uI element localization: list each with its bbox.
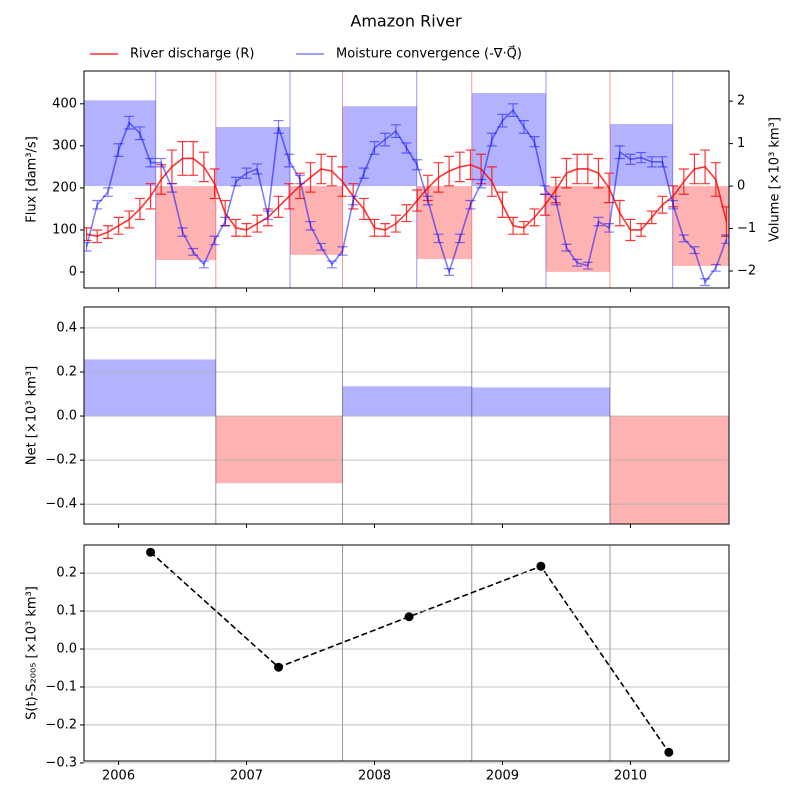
y2-tick-label: 2 (737, 94, 745, 109)
plot-area (146, 547, 674, 757)
net-bar (471, 387, 610, 417)
x-tick-label: 2010 (614, 769, 647, 784)
axes-frame (83, 70, 730, 289)
y-tick-label: −0.2 (45, 717, 77, 732)
y2-tick-label: 0 (737, 179, 745, 194)
y-tick-label: −0.1 (45, 679, 77, 694)
x-tick-label: 2007 (230, 769, 263, 784)
y-tick-label: 0.2 (56, 364, 77, 379)
volume-bar (545, 186, 610, 272)
axes-frame (83, 544, 730, 762)
y-axis-label: Flux [dam³/s] (25, 136, 40, 223)
volume-bar (290, 186, 343, 255)
storage-point (146, 547, 156, 557)
y-tick-label: 0.1 (56, 604, 77, 619)
series-line (85, 108, 728, 284)
y-tick-label: 0.2 (56, 566, 77, 581)
storage-point (404, 612, 414, 622)
plot-area (84, 71, 729, 288)
error-bar (84, 227, 92, 242)
storage-point (664, 747, 674, 757)
series-line (86, 157, 728, 238)
y-axis-label: S(t)-S₂₀₀₅ [×10³ km³] (25, 586, 40, 720)
net-bar (215, 416, 343, 484)
x-tick-label: 2006 (102, 769, 135, 784)
volume-bar (672, 186, 729, 266)
storage-line (150, 551, 670, 753)
storage-point (274, 662, 284, 672)
plot-area (84, 359, 729, 524)
y-tick-label: 0.0 (56, 409, 77, 424)
y-tick-label: 0.4 (56, 320, 77, 335)
y-axis-label: Net [×10³ km³] (25, 366, 40, 465)
y2-tick-label: −1 (737, 221, 756, 236)
legend-label: River discharge (R) (130, 47, 254, 62)
y-tick-label: 100 (52, 222, 77, 237)
y-tick-label: −0.2 (45, 453, 77, 468)
y-tick-label: −0.3 (45, 755, 77, 770)
y-tick-label: 0.0 (56, 642, 77, 657)
y2-tick-label: 1 (737, 136, 745, 151)
net-bar (609, 416, 729, 524)
volume-bar (342, 106, 417, 187)
volume-bar (416, 186, 472, 260)
y2-axis-label: Volume [×10³ km³] (768, 117, 783, 242)
volume-bar (155, 186, 216, 260)
chart-title: Amazon River (350, 12, 462, 31)
net-bar (342, 386, 472, 417)
legend-label: Moisture convergence (-∇·Q⃗) (336, 45, 522, 61)
x-tick-label: 2008 (358, 769, 391, 784)
x-tick-label: 2009 (486, 769, 519, 784)
y-tick-label: 300 (52, 138, 77, 153)
y-tick-label: 400 (52, 96, 77, 111)
y-tick-label: 200 (52, 180, 77, 195)
storage-point (536, 561, 546, 571)
y2-tick-label: −2 (737, 264, 756, 279)
volume-bar (215, 127, 291, 187)
y-tick-label: 0 (69, 265, 77, 280)
axes-frame (83, 306, 730, 525)
y-tick-label: −0.4 (45, 497, 77, 512)
net-bar (84, 359, 216, 417)
